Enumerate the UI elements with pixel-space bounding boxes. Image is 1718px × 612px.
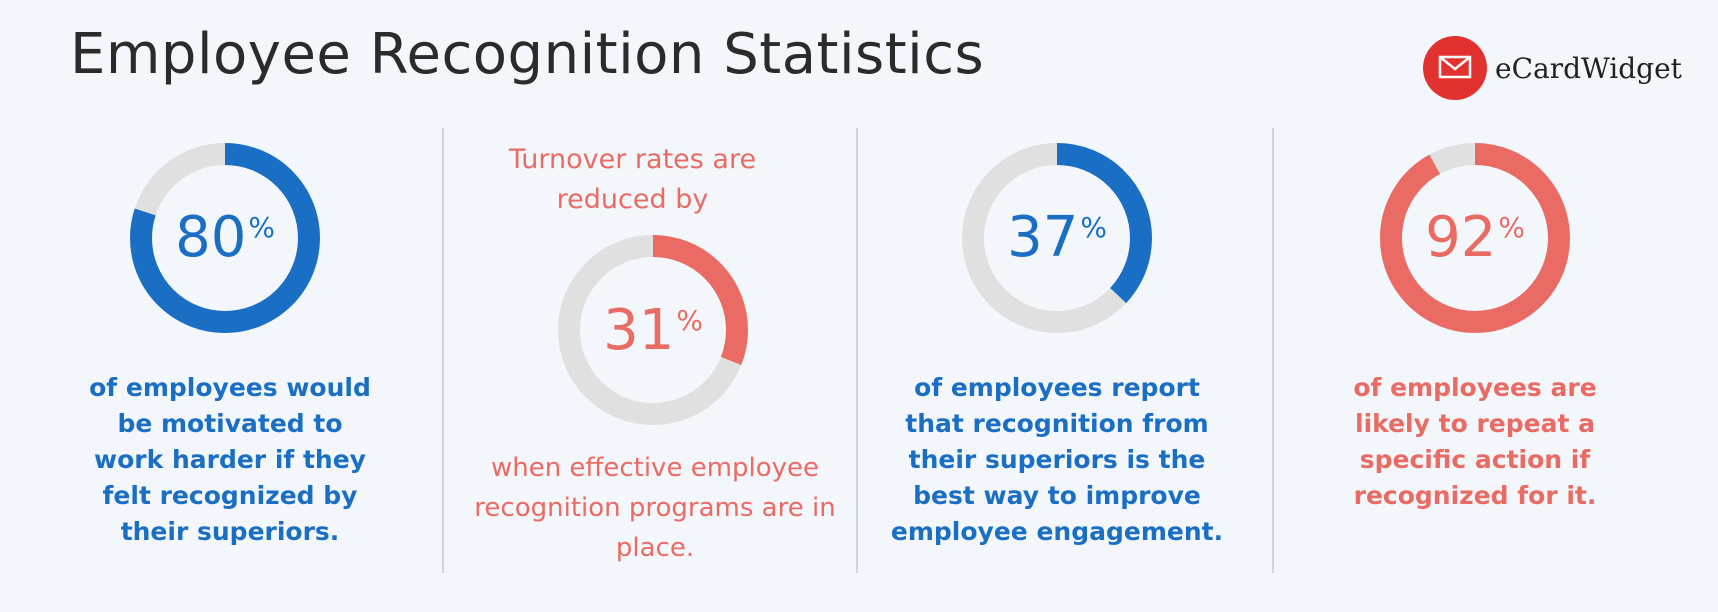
brand-logo: eCardWidget	[1423, 36, 1682, 100]
envelope-icon	[1423, 36, 1487, 100]
stat-value-2: 31%	[603, 298, 703, 363]
column-divider	[442, 128, 444, 573]
donut-chart-3	[962, 143, 1152, 333]
donut-chart-2	[558, 235, 748, 425]
column-divider	[856, 128, 858, 573]
donut-chart-1	[130, 143, 320, 333]
donut-arc-3	[962, 143, 1152, 333]
donut-arc-4	[1380, 143, 1570, 333]
donut-arc-1	[130, 143, 320, 333]
logo-text: eCardWidget	[1495, 51, 1682, 85]
column-divider	[1272, 128, 1274, 573]
stat-pre-caption-2: Turnover rates are reduced by	[508, 144, 757, 215]
stat-caption-3: of employees report that recognition fro…	[890, 373, 1224, 546]
stat-caption-1: of employees would be motivated to work …	[89, 373, 371, 546]
stat-value-3: 37%	[1007, 205, 1107, 270]
stat-value-1: 80%	[175, 205, 275, 270]
stat-value-4: 92%	[1425, 205, 1525, 270]
donut-chart-4	[1380, 143, 1570, 333]
stat-caption-4: of employees are likely to repeat a spec…	[1353, 373, 1597, 510]
page-title: Employee Recognition Statistics	[70, 22, 985, 87]
donut-arc-2	[558, 235, 748, 425]
stat-caption-2: when effective employee recognition prog…	[474, 453, 836, 563]
